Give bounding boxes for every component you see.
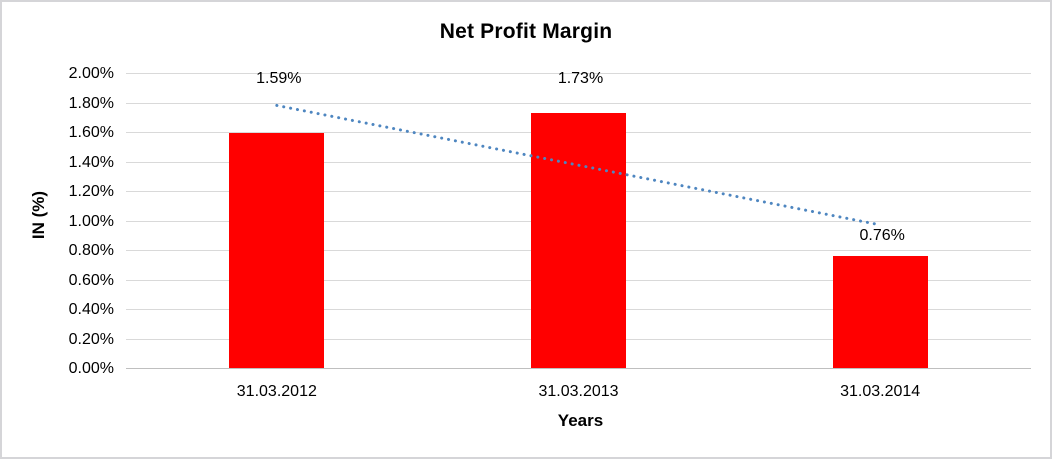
plot-area (126, 73, 1031, 369)
x-axis-line (126, 368, 1031, 369)
y-tick-label: 2.00% (68, 65, 114, 82)
bar-31.03.2012 (229, 133, 325, 368)
data-label: 1.73% (557, 70, 604, 87)
x-tick-label: 31.03.2014 (840, 383, 921, 400)
y-tick-label: 0.60% (68, 271, 114, 289)
y-tick-label: 1.60% (68, 124, 114, 141)
data-label: 0.76% (859, 227, 905, 244)
y-tick-label: 1.00% (68, 212, 114, 230)
y-tick-label: 0.00% (68, 360, 114, 377)
y-tick-label: 1.20% (68, 183, 114, 200)
y-tick-label: 0.40% (68, 301, 114, 318)
y-tick-label: 0.80% (68, 242, 114, 259)
x-tick-label: 31.03.2012 (236, 383, 317, 400)
gridline (126, 102, 1031, 104)
y-tick-label: 1.80% (68, 94, 114, 112)
y-tick-label: 0.20% (68, 330, 114, 348)
data-label: 1.59% (256, 70, 302, 87)
y-axis-title: IN (%) (29, 190, 48, 240)
y-tick-label: 1.40% (68, 153, 114, 171)
chart-title: Net Profit Margin (439, 20, 613, 43)
bar-31.03.2013 (531, 112, 626, 368)
bar-31.03.2014 (832, 255, 928, 368)
gridline (126, 73, 1031, 74)
x-axis-title: Years (557, 411, 604, 430)
x-tick-label: 31.03.2013 (538, 383, 619, 400)
